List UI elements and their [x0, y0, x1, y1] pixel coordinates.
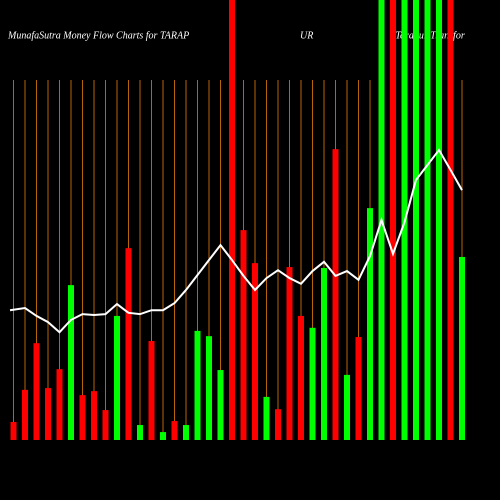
bar — [424, 0, 431, 440]
bar — [367, 208, 373, 440]
bar — [91, 391, 97, 440]
bar — [413, 0, 419, 440]
bar — [45, 388, 51, 440]
bar — [125, 248, 132, 440]
bar — [148, 341, 155, 440]
bar — [252, 263, 258, 440]
bar — [22, 389, 28, 440]
bar — [10, 421, 17, 440]
bar — [298, 315, 304, 440]
bar — [68, 285, 74, 440]
bar — [344, 374, 350, 440]
bar — [33, 343, 40, 440]
bar — [309, 327, 316, 440]
bar — [102, 410, 109, 440]
chart-title-mid: UR — [300, 30, 313, 41]
bar — [355, 337, 362, 440]
bar — [206, 336, 212, 440]
chart-title: MunafaSutra Money Flow Charts for TARAP — [7, 30, 189, 41]
money-flow-line — [9, 148, 463, 334]
bar — [114, 315, 120, 440]
bar — [263, 396, 270, 440]
bar — [160, 432, 166, 440]
bar — [459, 256, 465, 440]
bar — [56, 369, 63, 440]
bar — [137, 425, 143, 440]
bar — [79, 395, 86, 440]
bar — [436, 0, 442, 440]
bar — [332, 149, 339, 440]
bar — [447, 0, 454, 440]
bar — [240, 230, 247, 440]
bar — [217, 370, 224, 440]
bar — [171, 421, 178, 440]
bar — [229, 0, 235, 440]
bar — [286, 267, 293, 440]
bar — [194, 330, 201, 440]
bar — [275, 409, 281, 440]
bar — [183, 425, 189, 440]
bar — [390, 0, 396, 440]
bar — [321, 267, 327, 440]
